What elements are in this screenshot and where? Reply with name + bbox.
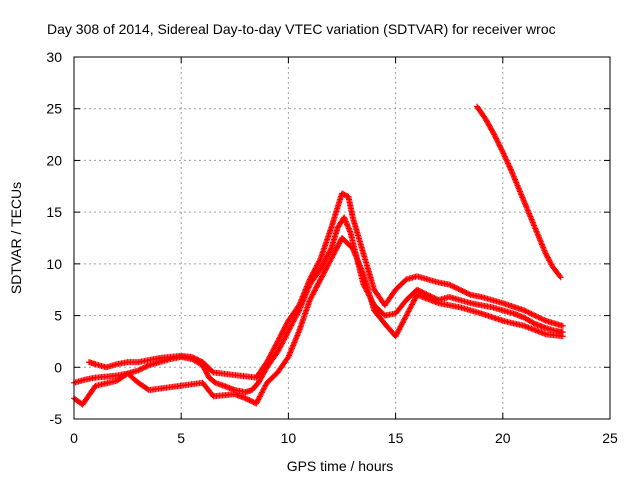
data-point (316, 257, 323, 264)
data-point (463, 289, 470, 296)
series-upper-band (86, 190, 566, 381)
data-point (138, 366, 144, 373)
data-point (495, 141, 502, 148)
plot-frame (73, 56, 611, 420)
x-axis-title: GPS time / hours (287, 458, 394, 474)
data-point (448, 282, 455, 289)
data-point (454, 285, 461, 292)
data-point (423, 291, 430, 298)
data-point (446, 281, 453, 288)
data-point (499, 147, 506, 154)
data-point (458, 287, 465, 294)
data-point (188, 353, 195, 360)
y-tick-label: 0 (54, 359, 62, 375)
data-point (462, 289, 469, 296)
data-point (460, 288, 467, 295)
data-point (496, 142, 503, 149)
data-point (494, 138, 501, 145)
x-tick-label: 5 (177, 430, 185, 446)
data-point (493, 135, 500, 142)
data-point (559, 322, 566, 329)
data-point (556, 273, 563, 280)
data-point (497, 143, 504, 150)
data-point (139, 365, 146, 372)
data-point (142, 364, 149, 371)
data-point (247, 397, 254, 404)
data-point (243, 395, 250, 402)
data-point (492, 134, 499, 141)
data-point (415, 287, 422, 294)
chart-title: Day 308 of 2014, Sidereal Day-to-day VTE… (47, 21, 556, 37)
data-point (456, 286, 463, 293)
data-point (426, 292, 433, 299)
data-point (196, 357, 203, 364)
data-point (495, 139, 502, 146)
x-tick-label: 0 (70, 430, 78, 446)
data-point (447, 282, 454, 289)
data-point (144, 362, 151, 369)
data-point (209, 368, 216, 375)
x-tick-label: 20 (495, 430, 511, 446)
data-point (190, 354, 197, 361)
data-point (451, 284, 458, 291)
data-point (194, 356, 201, 363)
data-point (530, 320, 537, 327)
data-point (459, 288, 466, 295)
data-point (497, 145, 504, 152)
data-point (466, 291, 473, 298)
y-tick-label: 30 (46, 49, 62, 65)
data-point (192, 355, 199, 362)
data-point (491, 132, 498, 139)
y-tick-label: 5 (54, 308, 62, 324)
data-point (498, 146, 505, 153)
x-tick-label: 25 (602, 430, 618, 446)
data-point (424, 291, 431, 298)
data-point (414, 286, 421, 293)
data-point (559, 333, 566, 340)
y-tick-label: 25 (46, 101, 62, 117)
y-tick-label: -5 (50, 411, 63, 427)
data-point (452, 284, 459, 291)
data-point (490, 130, 497, 137)
data-point (191, 355, 198, 362)
data-point (242, 395, 249, 402)
y-tick-label: 10 (46, 256, 62, 272)
data-point (455, 286, 462, 293)
data-points (71, 103, 566, 408)
x-tick-label: 15 (388, 430, 404, 446)
data-point (464, 290, 471, 297)
series-main-trace (71, 214, 566, 396)
data-point (557, 274, 564, 281)
data-point (143, 363, 150, 370)
data-point (195, 357, 202, 364)
data-point (136, 366, 143, 373)
y-tick-label: 20 (46, 152, 62, 168)
data-point (327, 246, 334, 253)
data-point (246, 397, 253, 404)
data-point (245, 396, 252, 403)
data-point (450, 283, 457, 290)
x-tick-label: 10 (281, 430, 297, 446)
y-tick-label: 15 (46, 204, 62, 220)
data-point (135, 367, 142, 374)
y-axis-title: SDTVAR / TECUs (8, 182, 24, 294)
data-point (140, 364, 147, 371)
data-point (491, 131, 498, 138)
series-lower-band (71, 235, 566, 408)
series-late-descending-trace (474, 103, 564, 281)
data-point (493, 136, 500, 143)
